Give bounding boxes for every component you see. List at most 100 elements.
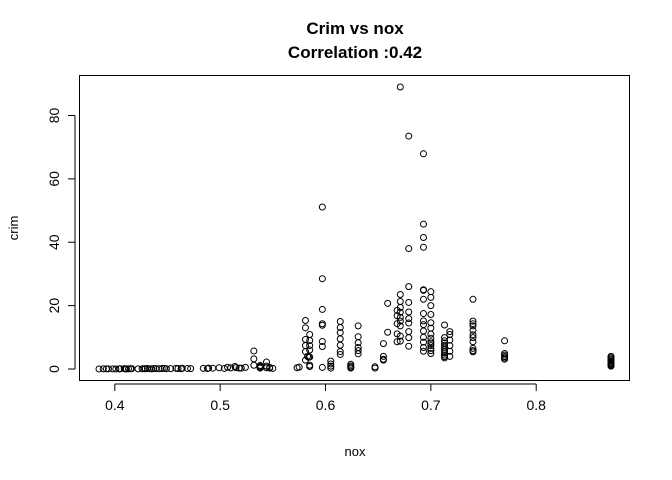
scatter-point bbox=[405, 319, 413, 327]
scatter-point bbox=[427, 302, 435, 310]
scatter-point bbox=[405, 298, 413, 306]
scatter-point bbox=[405, 245, 413, 253]
scatter-point bbox=[396, 317, 404, 325]
scatter-point bbox=[371, 364, 379, 372]
x-tick-label: 0.4 bbox=[105, 397, 125, 413]
scatter-point bbox=[419, 243, 427, 251]
x-tick-label: 0.7 bbox=[421, 397, 441, 413]
scatter-point bbox=[306, 353, 314, 361]
scatter-point bbox=[269, 364, 277, 372]
x-tick-label: 0.8 bbox=[526, 397, 546, 413]
scatter-point bbox=[469, 344, 477, 352]
scatter-point bbox=[427, 340, 435, 348]
scatter-point bbox=[306, 330, 314, 338]
plot-frame bbox=[79, 75, 630, 381]
scatter-point bbox=[104, 365, 112, 373]
scatter-point bbox=[469, 295, 477, 303]
scatter-point bbox=[427, 330, 435, 338]
scatter-point bbox=[336, 341, 344, 349]
scatter-point bbox=[306, 346, 314, 354]
scatter-point bbox=[419, 286, 427, 294]
scatter-point bbox=[427, 311, 435, 319]
scatter-point bbox=[250, 355, 258, 363]
scatter-point bbox=[301, 317, 309, 325]
scatter-point bbox=[266, 363, 274, 371]
data-points bbox=[95, 83, 615, 373]
scatter-point bbox=[427, 288, 435, 296]
y-tick-label: 40 bbox=[46, 234, 62, 250]
scatter-point bbox=[227, 364, 235, 372]
scatter-point bbox=[446, 336, 454, 344]
x-tick-label: 0.6 bbox=[316, 397, 336, 413]
scatter-point bbox=[427, 319, 435, 327]
scatter-point bbox=[396, 308, 404, 316]
scatter-point bbox=[469, 317, 477, 325]
scatter-point bbox=[306, 362, 314, 370]
scatter-point bbox=[354, 339, 362, 347]
scatter-point bbox=[427, 293, 435, 301]
x-axis: 0.4 0.5 0.6 0.7 0.8 bbox=[105, 383, 546, 413]
scatter-point bbox=[427, 347, 435, 355]
scatter-point bbox=[124, 365, 132, 373]
scatter-point bbox=[336, 350, 344, 358]
scatter-point bbox=[187, 365, 195, 373]
scatter-point bbox=[379, 352, 387, 360]
scatter-point bbox=[441, 321, 449, 329]
scatter-point bbox=[419, 338, 427, 346]
scatter-point bbox=[396, 298, 404, 306]
scatter-point bbox=[396, 291, 404, 299]
scatter-point bbox=[379, 340, 387, 348]
scatter-point bbox=[396, 83, 404, 91]
scatter-point bbox=[427, 334, 435, 342]
scatter-point bbox=[183, 364, 191, 372]
scatter-point bbox=[232, 364, 240, 372]
scatter-point bbox=[405, 308, 413, 316]
scatter-point bbox=[224, 363, 232, 371]
scatter-point bbox=[112, 365, 120, 373]
scatter-point bbox=[419, 310, 427, 318]
scatter-point bbox=[336, 317, 344, 325]
scatter-point bbox=[241, 363, 249, 371]
chart-subtitle: Correlation :0.42 bbox=[288, 43, 422, 62]
scatter-point bbox=[318, 275, 326, 283]
scatter-point bbox=[205, 364, 213, 372]
scatter-point bbox=[354, 347, 362, 355]
scatter-point bbox=[231, 362, 239, 370]
scatter-point bbox=[396, 313, 404, 321]
scatter-point bbox=[419, 327, 427, 335]
scatter-point bbox=[318, 305, 326, 313]
scatter-point bbox=[301, 336, 309, 344]
scatter-point bbox=[306, 342, 314, 350]
scatter-point bbox=[174, 364, 182, 372]
scatter-point bbox=[607, 362, 615, 370]
scatter-point bbox=[384, 328, 392, 336]
scatter-point bbox=[446, 328, 454, 336]
scatter-point bbox=[336, 323, 344, 331]
scatter-point bbox=[419, 220, 427, 228]
scatter-point bbox=[427, 349, 435, 357]
scatter-point bbox=[215, 364, 223, 372]
scatter-point bbox=[419, 347, 427, 355]
y-tick-label: 20 bbox=[46, 298, 62, 314]
scatter-point bbox=[469, 334, 477, 342]
scatter-point bbox=[469, 338, 477, 346]
scatter-point bbox=[419, 233, 427, 241]
scatter-point bbox=[405, 283, 413, 291]
scatter-point bbox=[99, 365, 107, 373]
scatter-point bbox=[138, 365, 146, 373]
scatter-point bbox=[405, 334, 413, 342]
scatter-point bbox=[306, 336, 314, 344]
scatter-point bbox=[155, 365, 163, 373]
scatter-point bbox=[327, 360, 335, 368]
scatter-point bbox=[501, 337, 509, 345]
scatter-point bbox=[327, 364, 335, 372]
scatter-point bbox=[396, 337, 404, 345]
y-tick-label: 80 bbox=[46, 107, 62, 123]
scatter-point bbox=[336, 348, 344, 356]
scatter-point bbox=[469, 331, 477, 339]
scatter-point bbox=[347, 364, 355, 372]
scatter-point bbox=[95, 365, 103, 373]
scatter-point bbox=[405, 132, 413, 140]
scatter-point bbox=[446, 347, 454, 355]
